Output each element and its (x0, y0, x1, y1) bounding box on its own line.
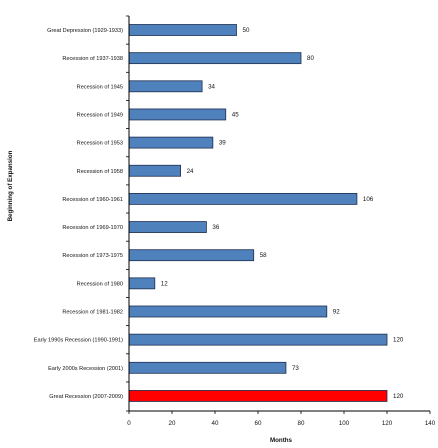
value-label-great-recession-2007-2009: 120 (393, 393, 404, 400)
x-tick-label: 0 (127, 420, 131, 427)
x-tick-label: 80 (298, 420, 305, 427)
category-label-early-2000s-recession-2001: Early 2000s Recession (2001) (48, 366, 123, 372)
bar-recession-of-1958 (128, 164, 181, 177)
category-label-recession-of-1960-1961: Recession of 1960-1961 (62, 197, 123, 203)
bar-recession-of-1960-1961 (128, 192, 358, 205)
category-label-recession-of-1981-1982: Recession of 1981-1982 (62, 310, 123, 316)
x-tick-label: 40 (212, 420, 219, 427)
category-label-recession-of-1937-1938: Recession of 1937-1938 (62, 56, 123, 62)
bar-great-recession-2007-2009 (128, 390, 388, 402)
value-label-great-depression-1929-1933: 50 (243, 27, 250, 34)
value-label-recession-of-1960-1961: 106 (363, 196, 374, 203)
axis-layer: 0 20 40 60 80 100 120 140 (126, 15, 436, 427)
bars-layer (128, 24, 388, 402)
bar-recession-of-1953 (128, 136, 214, 149)
bar-recession-of-1937-1938 (128, 52, 302, 65)
bar-recession-of-1980 (128, 277, 156, 290)
bar-recession-of-1945 (128, 80, 203, 93)
bar-recession-of-1981-1982 (128, 305, 328, 318)
category-label-recession-of-1980: Recession of 1980 (77, 281, 123, 287)
value-label-recession-of-1958: 24 (187, 168, 194, 175)
category-label-great-depression-1929-1933: Great Depression (1929-1933) (47, 28, 123, 34)
value-label-early-2000s-recession-2001: 73 (292, 365, 299, 372)
labels-layer: Great Depression (1929-1933) 50 Recession … (34, 27, 404, 400)
category-label-recession-of-1949: Recession of 1949 (77, 112, 123, 118)
bar-recession-of-1949 (128, 108, 227, 121)
x-axis-title: Months (270, 437, 293, 444)
bar-early-2000s-recession-2001 (128, 361, 287, 374)
category-label-recession-of-1958: Recession of 1958 (77, 169, 123, 175)
value-label-recession-of-1980: 12 (161, 280, 168, 287)
value-label-recession-of-1969-1970: 36 (212, 224, 219, 231)
value-label-recession-of-1981-1982: 92 (333, 309, 340, 316)
category-label-recession-of-1945: Recession of 1945 (77, 84, 123, 90)
value-label-early-1990s-recession-1990-1991: 120 (393, 337, 404, 344)
x-tick-label: 120 (382, 420, 393, 427)
value-label-recession-of-1953: 39 (219, 140, 226, 147)
bar-great-depression-1929-1933 (128, 24, 237, 36)
x-tick-label: 60 (255, 420, 262, 427)
x-tick-label: 20 (169, 420, 176, 427)
value-label-recession-of-1949: 45 (232, 111, 239, 118)
value-label-recession-of-1973-1975: 58 (260, 252, 267, 259)
bar-recession-of-1973-1975 (128, 249, 255, 262)
bar-early-1990s-recession-1990-1991 (128, 333, 388, 346)
y-axis-title: Beginning of Expansion (7, 150, 14, 221)
value-label-recession-of-1937-1938: 80 (307, 55, 314, 62)
category-label-recession-of-1969-1970: Recession of 1969-1970 (62, 225, 123, 231)
category-label-early-1990s-recession-1990-1991: Early 1990s Recession (1990-1991) (34, 338, 123, 344)
x-tick-label: 140 (425, 420, 436, 427)
category-label-great-recession-2007-2009: Great Recession (2007-2009) (49, 394, 123, 400)
category-label-recession-of-1973-1975: Recession of 1973-1975 (62, 253, 123, 259)
bar-recession-of-1969-1970 (128, 221, 207, 233)
value-label-recession-of-1945: 34 (208, 83, 215, 90)
category-label-recession-of-1953: Recession of 1953 (77, 141, 123, 147)
x-tick-label: 100 (339, 420, 350, 427)
